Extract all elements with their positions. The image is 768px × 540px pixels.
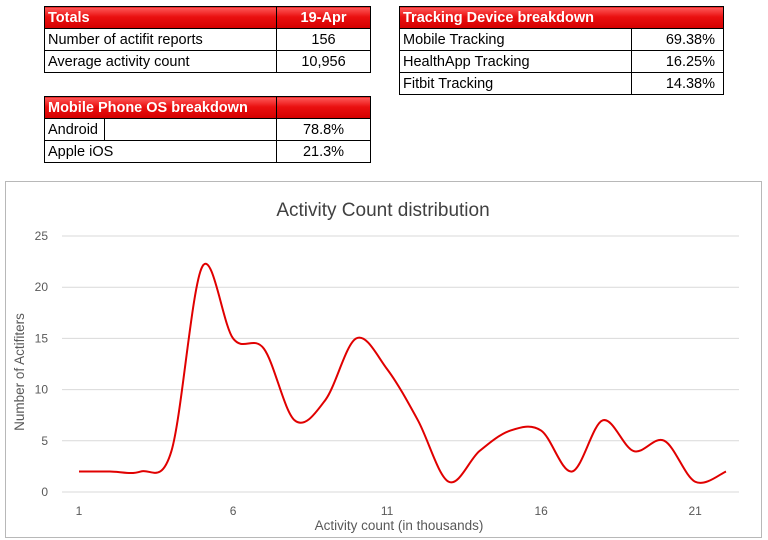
y-tick-label: 15 xyxy=(35,331,49,345)
x-tick-label: 16 xyxy=(534,504,548,518)
chart-title: Activity Count distribution xyxy=(276,200,489,221)
os-breakdown-table: Mobile Phone OS breakdown Android 78.8% … xyxy=(44,96,371,163)
os-row-label: Apple iOS xyxy=(44,140,277,163)
tracking-row-label: Mobile Tracking xyxy=(399,28,632,51)
os-header-label: Mobile Phone OS breakdown xyxy=(44,96,277,119)
table-row: Mobile Tracking 69.38% xyxy=(399,28,724,51)
table-row: Average activity count 10,956 xyxy=(44,50,371,73)
tracking-device-table: Tracking Device breakdown Mobile Trackin… xyxy=(399,6,724,95)
y-tick-label: 5 xyxy=(41,434,48,448)
totals-row-value: 156 xyxy=(276,28,371,51)
tracking-row-label: Fitbit Tracking xyxy=(399,72,632,95)
x-axis-label: Activity count (in thousands) xyxy=(315,518,484,533)
os-row-blank xyxy=(104,118,277,141)
os-header-blank xyxy=(276,96,371,119)
table-row: Fitbit Tracking 14.38% xyxy=(399,72,724,95)
tracking-row-value: 69.38% xyxy=(631,28,724,51)
y-tick-label: 10 xyxy=(35,383,49,397)
tracking-row-label: HealthApp Tracking xyxy=(399,50,632,73)
table-row: Android 78.8% xyxy=(44,118,371,141)
tracking-row-value: 14.38% xyxy=(631,72,724,95)
totals-table: Totals 19-Apr Number of actifit reports … xyxy=(44,6,371,73)
table-row: HealthApp Tracking 16.25% xyxy=(399,50,724,73)
table-row: Apple iOS 21.3% xyxy=(44,140,371,163)
os-row-value: 21.3% xyxy=(276,140,371,163)
totals-row-label: Average activity count xyxy=(44,50,277,73)
totals-row-label: Number of actifit reports xyxy=(44,28,277,51)
x-tick-label: 11 xyxy=(381,504,394,518)
x-tick-label: 1 xyxy=(76,504,83,518)
y-axis-label: Number of Actifiters xyxy=(12,313,27,431)
totals-row-value: 10,956 xyxy=(276,50,371,73)
y-tick-label: 20 xyxy=(35,280,49,294)
tracking-row-value: 16.25% xyxy=(631,50,724,73)
y-tick-label: 0 xyxy=(41,485,48,499)
gridlines xyxy=(62,235,739,493)
totals-header-date: 19-Apr xyxy=(276,6,371,29)
x-tick-label: 6 xyxy=(230,504,237,518)
os-row-label: Android xyxy=(44,118,105,141)
table-row: Number of actifit reports 156 xyxy=(44,28,371,51)
y-tick-label: 25 xyxy=(35,229,49,243)
activity-chart: 0 5 10 15 20 25 1 6 11 16 21 Activity Count distri… xyxy=(5,181,762,538)
os-row-value: 78.8% xyxy=(276,118,371,141)
tracking-header-label: Tracking Device breakdown xyxy=(399,6,724,29)
series-line xyxy=(78,262,727,484)
totals-header-label: Totals xyxy=(44,6,277,29)
x-tick-label: 21 xyxy=(689,504,703,518)
